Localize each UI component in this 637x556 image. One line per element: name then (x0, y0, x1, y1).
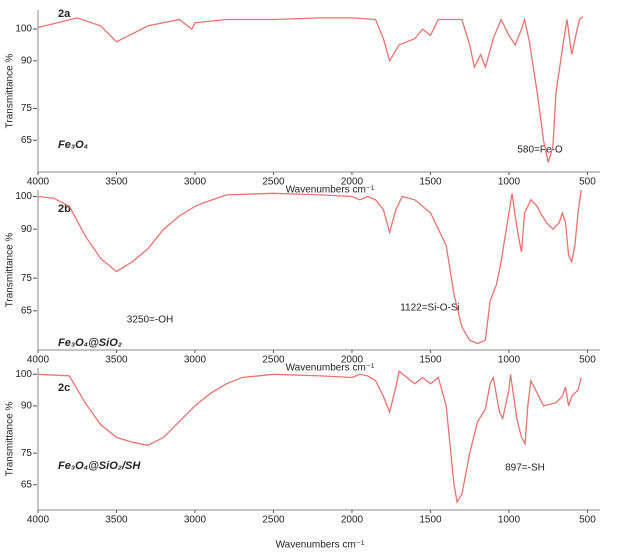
x-tick-label: 1500 (419, 177, 442, 188)
x-tick-label: 3500 (105, 177, 128, 188)
x-axis-label: Wavenumbers cm⁻¹ (276, 540, 365, 551)
y-axis-label: Transmittance % (5, 233, 16, 308)
x-tick-label: 3500 (105, 355, 128, 366)
x-axis-label: Wavenumbers cm⁻¹ (286, 363, 375, 374)
y-tick-label: 100 (15, 369, 32, 380)
x-tick-label: 500 (579, 515, 596, 526)
x-tick-label: 1000 (498, 177, 521, 188)
sample-label: Fe₃O₄ (58, 139, 88, 151)
x-tick-label: 3000 (184, 355, 207, 366)
y-tick-label: 65 (21, 135, 33, 146)
x-tick-label: 1000 (498, 515, 521, 526)
y-tick-label: 90 (21, 401, 33, 412)
y-tick-label: 90 (21, 224, 33, 235)
y-axis-label: Transmittance % (5, 54, 16, 129)
x-tick-label: 3000 (184, 177, 207, 188)
x-tick-label: 3000 (184, 515, 207, 526)
y-tick-label: 75 (21, 448, 33, 459)
panel-label: 2a (58, 8, 71, 20)
panel-label: 2c (58, 382, 70, 394)
x-tick-label: 2500 (262, 177, 285, 188)
y-tick-label: 75 (21, 103, 33, 114)
x-tick-label: 2000 (341, 177, 364, 188)
y-tick-label: 90 (21, 55, 33, 66)
x-tick-label: 1500 (419, 355, 442, 366)
annotation: 897=-SH (505, 463, 545, 474)
x-tick-label: 2000 (341, 355, 364, 366)
x-tick-label: 500 (579, 355, 596, 366)
x-tick-label: 4000 (27, 515, 50, 526)
y-tick-label: 100 (15, 191, 32, 202)
y-axis-label: Transmittance % (5, 402, 16, 477)
y-tick-label: 65 (21, 479, 33, 490)
spectrum (37, 370, 582, 504)
sample-label: Fe₃O₄@SiO₂/SH (58, 460, 141, 472)
annotation: 3250=-OH (127, 315, 173, 326)
x-tick-label: 2500 (262, 515, 285, 526)
x-tick-label: 1500 (419, 515, 442, 526)
y-tick-label: 75 (21, 273, 33, 284)
spectrum (37, 189, 582, 345)
panel-label: 2b (58, 203, 71, 215)
x-tick-label: 1000 (498, 355, 521, 366)
x-tick-label: 3500 (105, 515, 128, 526)
annotation: 580=Fe-O (517, 145, 563, 156)
y-tick-label: 100 (15, 24, 32, 35)
sample-label: Fe₃O₄@SiO₂ (58, 337, 122, 349)
x-tick-label: 2000 (341, 515, 364, 526)
x-tick-label: 2500 (262, 355, 285, 366)
x-tick-label: 4000 (27, 355, 50, 366)
spectrum (37, 15, 584, 163)
y-tick-label: 65 (21, 305, 33, 316)
annotation: 1122=Si-O-Si (400, 303, 460, 314)
x-tick-label: 4000 (27, 177, 50, 188)
x-axis-label: Wavenumbers cm⁻¹ (286, 185, 375, 196)
x-tick-label: 500 (579, 177, 596, 188)
